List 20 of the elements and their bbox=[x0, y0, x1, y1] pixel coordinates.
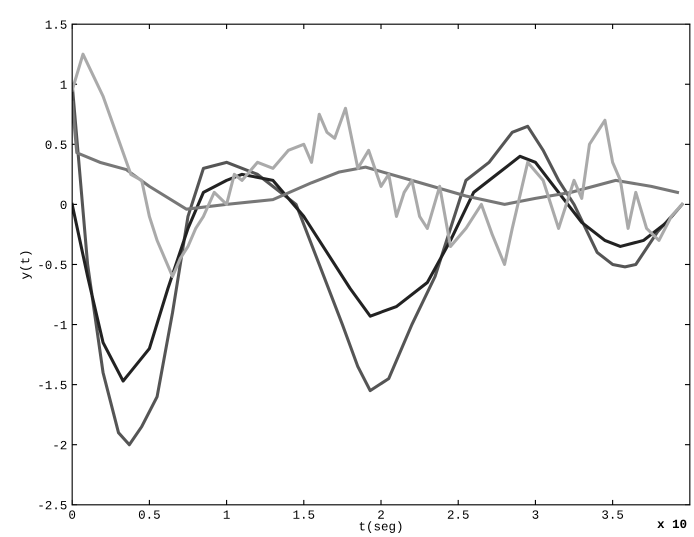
x-tick-label: 0.5 bbox=[138, 510, 160, 519]
text: x 10 bbox=[657, 520, 686, 528]
y-tick-label: 0.5 bbox=[46, 140, 67, 149]
y-tick-label: 1 bbox=[60, 80, 67, 89]
y-tick-label: -2.5 bbox=[39, 500, 67, 510]
x-tick-label: 0 bbox=[69, 510, 76, 519]
y-tick-label: -2 bbox=[54, 440, 66, 450]
x-tick-label: 1.5 bbox=[293, 510, 314, 519]
y-tick-label: 1.5 bbox=[46, 20, 67, 29]
x-tick-label: 2.5 bbox=[448, 510, 469, 519]
y-tick-label: -1 bbox=[54, 320, 67, 330]
x-tick-label: 1 bbox=[224, 510, 230, 519]
y-axis-title: y(t) bbox=[20, 252, 32, 280]
y-tick-label: 0 bbox=[60, 200, 67, 210]
y-tick-label: -0.5 bbox=[39, 260, 67, 270]
y-tick-label: -1.5 bbox=[39, 380, 67, 390]
x-tick-label: 3.5 bbox=[602, 510, 624, 519]
x-tick-label: 3 bbox=[532, 510, 538, 519]
x-axis-title: t(seg) bbox=[360, 521, 402, 533]
x-tick-label: 2 bbox=[378, 510, 384, 519]
